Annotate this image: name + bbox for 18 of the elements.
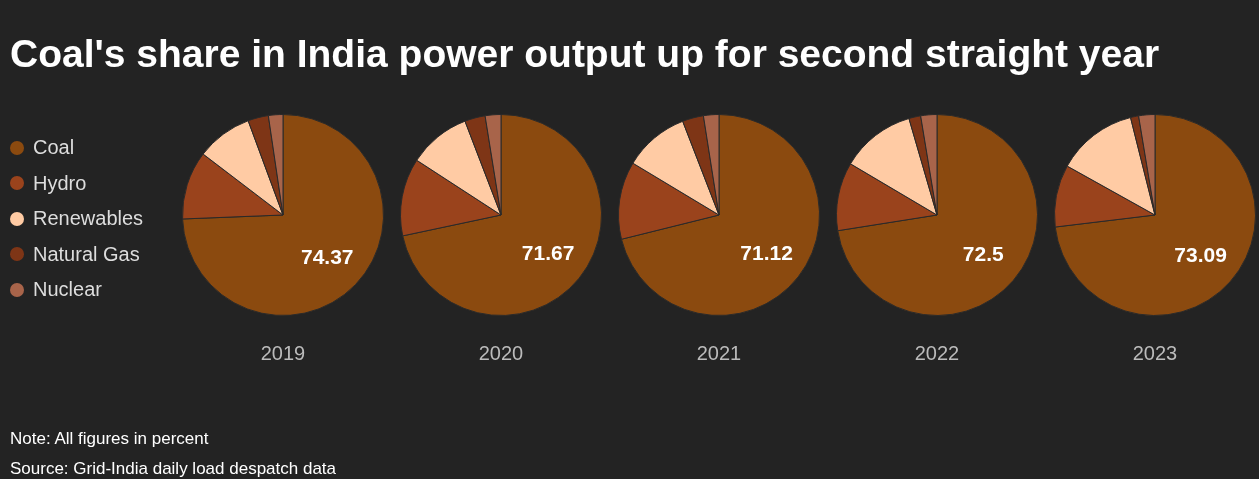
text: 2020 [477,342,525,365]
legend-label: Hydro [33,171,87,195]
data-label: 74.37 [300,244,354,268]
data-label: 72.5 [962,242,1004,266]
source-note: Source: Grid-India daily load despatch data [10,458,337,479]
text: Note: All figures in percent [10,428,210,450]
data-label: 73.09 [1174,243,1227,267]
legend-label: Renewables [33,207,144,231]
text: Coal's share in India power output up for second straight year [10,32,1160,76]
legend-label: Natural Gas [33,242,140,266]
data-label: 71.67 [521,241,575,265]
text: 2023 [1131,342,1179,365]
text: 2022 [913,342,961,365]
text: 2019 [259,342,307,365]
legend-label: Coal [33,136,75,160]
legend-label: Nuclear [33,278,102,302]
data-label: 71.12 [740,240,793,264]
text: 2021 [695,342,743,365]
